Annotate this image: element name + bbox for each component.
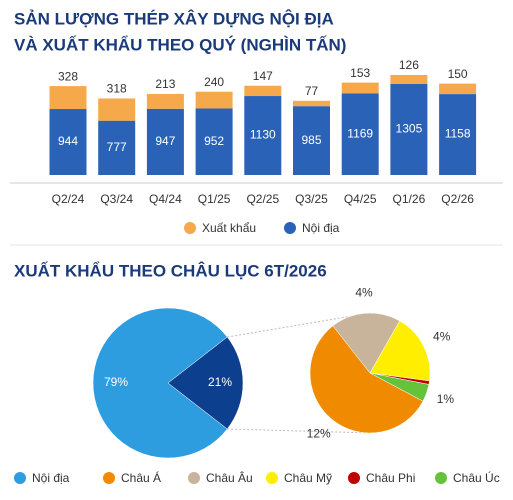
legend-marker (14, 472, 26, 484)
legend-marker (266, 472, 278, 484)
pie-slice (332, 312, 401, 374)
value-label: 150 (448, 67, 468, 81)
value-label: 21% (208, 375, 232, 389)
legend-label: Nội địa (32, 471, 70, 485)
bar-segment (146, 108, 184, 175)
value-label: 944 (58, 134, 78, 148)
x-tick-label: Q3/24 (100, 192, 133, 206)
connector (227, 312, 371, 338)
bar-segment (439, 83, 477, 95)
value-label: 1169 (347, 126, 373, 140)
value-label: 79% (104, 375, 128, 389)
bar-segment (98, 120, 136, 175)
bar-segment (195, 91, 233, 109)
bar-segment (390, 75, 428, 84)
bar-segment (49, 109, 87, 175)
chart-title: XUẤT KHẨU THEO CHÂU LỤC 6T/2026 (14, 261, 327, 280)
value-label: 1158 (445, 127, 471, 141)
bar-segment (293, 106, 330, 175)
value-label: 126 (399, 58, 419, 72)
chart-title: VÀ XUẤT KHẨU THEO QUÝ (NGHÌN TẤN) (14, 35, 346, 54)
legend-marker (103, 472, 115, 484)
bar-segment (98, 98, 136, 121)
value-label: 318 (107, 82, 127, 96)
bar-segment (341, 82, 379, 94)
value-label: 153 (350, 66, 370, 80)
value-label: 1% (437, 392, 455, 406)
value-label: 4% (433, 330, 451, 344)
value-label: 147 (253, 69, 273, 83)
legend-label: Châu Úc (453, 470, 500, 485)
legend-label: Châu Âu (206, 470, 253, 485)
bar-segment (195, 108, 233, 175)
legend-label: Châu Á (121, 470, 161, 485)
value-label: 77 (305, 84, 319, 98)
value-label: 777 (107, 140, 127, 154)
x-tick-label: Q1/26 (393, 192, 426, 206)
x-tick-label: Q4/24 (149, 192, 182, 206)
x-tick-label: Q1/25 (198, 192, 231, 206)
bar-segment (49, 86, 87, 110)
legend-label: Châu Phi (366, 471, 415, 485)
value-label: 328 (58, 69, 78, 83)
legend-label: Nội địa (302, 221, 340, 235)
value-label: 213 (155, 77, 175, 91)
pie-slice (167, 336, 244, 430)
bar-segment (146, 93, 184, 109)
bar-segment (293, 100, 330, 107)
value-label: 240 (204, 75, 224, 89)
legend-marker (188, 472, 200, 484)
pie-slice (369, 320, 431, 382)
x-tick-label: Q4/25 (344, 192, 377, 206)
chart-title: SẢN LƯỢNG THÉP XÂY DỰNG NỘI ĐỊA (14, 9, 334, 28)
value-label: 1130 (250, 128, 276, 142)
legend-label: Châu Mỹ (284, 471, 332, 485)
x-tick-label: Q2/24 (52, 192, 85, 206)
pie-slice (92, 307, 228, 459)
bar-segment (244, 96, 282, 175)
bar-segment (244, 85, 282, 97)
legend-marker (435, 472, 447, 484)
bar-segment (439, 94, 477, 175)
value-label: 4% (355, 285, 373, 299)
bar-segment (390, 83, 428, 175)
pie-slice (309, 325, 424, 434)
value-label: 952 (204, 134, 224, 148)
legend-marker (184, 222, 196, 234)
value-label: 985 (301, 133, 321, 147)
legend-marker (284, 222, 296, 234)
x-tick-label: Q2/25 (246, 192, 279, 206)
value-label: 947 (155, 134, 175, 148)
bar-segment (341, 93, 379, 175)
pie-slice (369, 372, 430, 402)
connector (227, 428, 371, 434)
legend-marker (348, 472, 360, 484)
x-tick-label: Q3/25 (295, 192, 328, 206)
value-label: 1305 (396, 122, 423, 136)
legend-label: Xuất khẩu (202, 221, 256, 235)
value-label: 12% (307, 427, 331, 441)
x-tick-label: Q2/26 (441, 192, 474, 206)
